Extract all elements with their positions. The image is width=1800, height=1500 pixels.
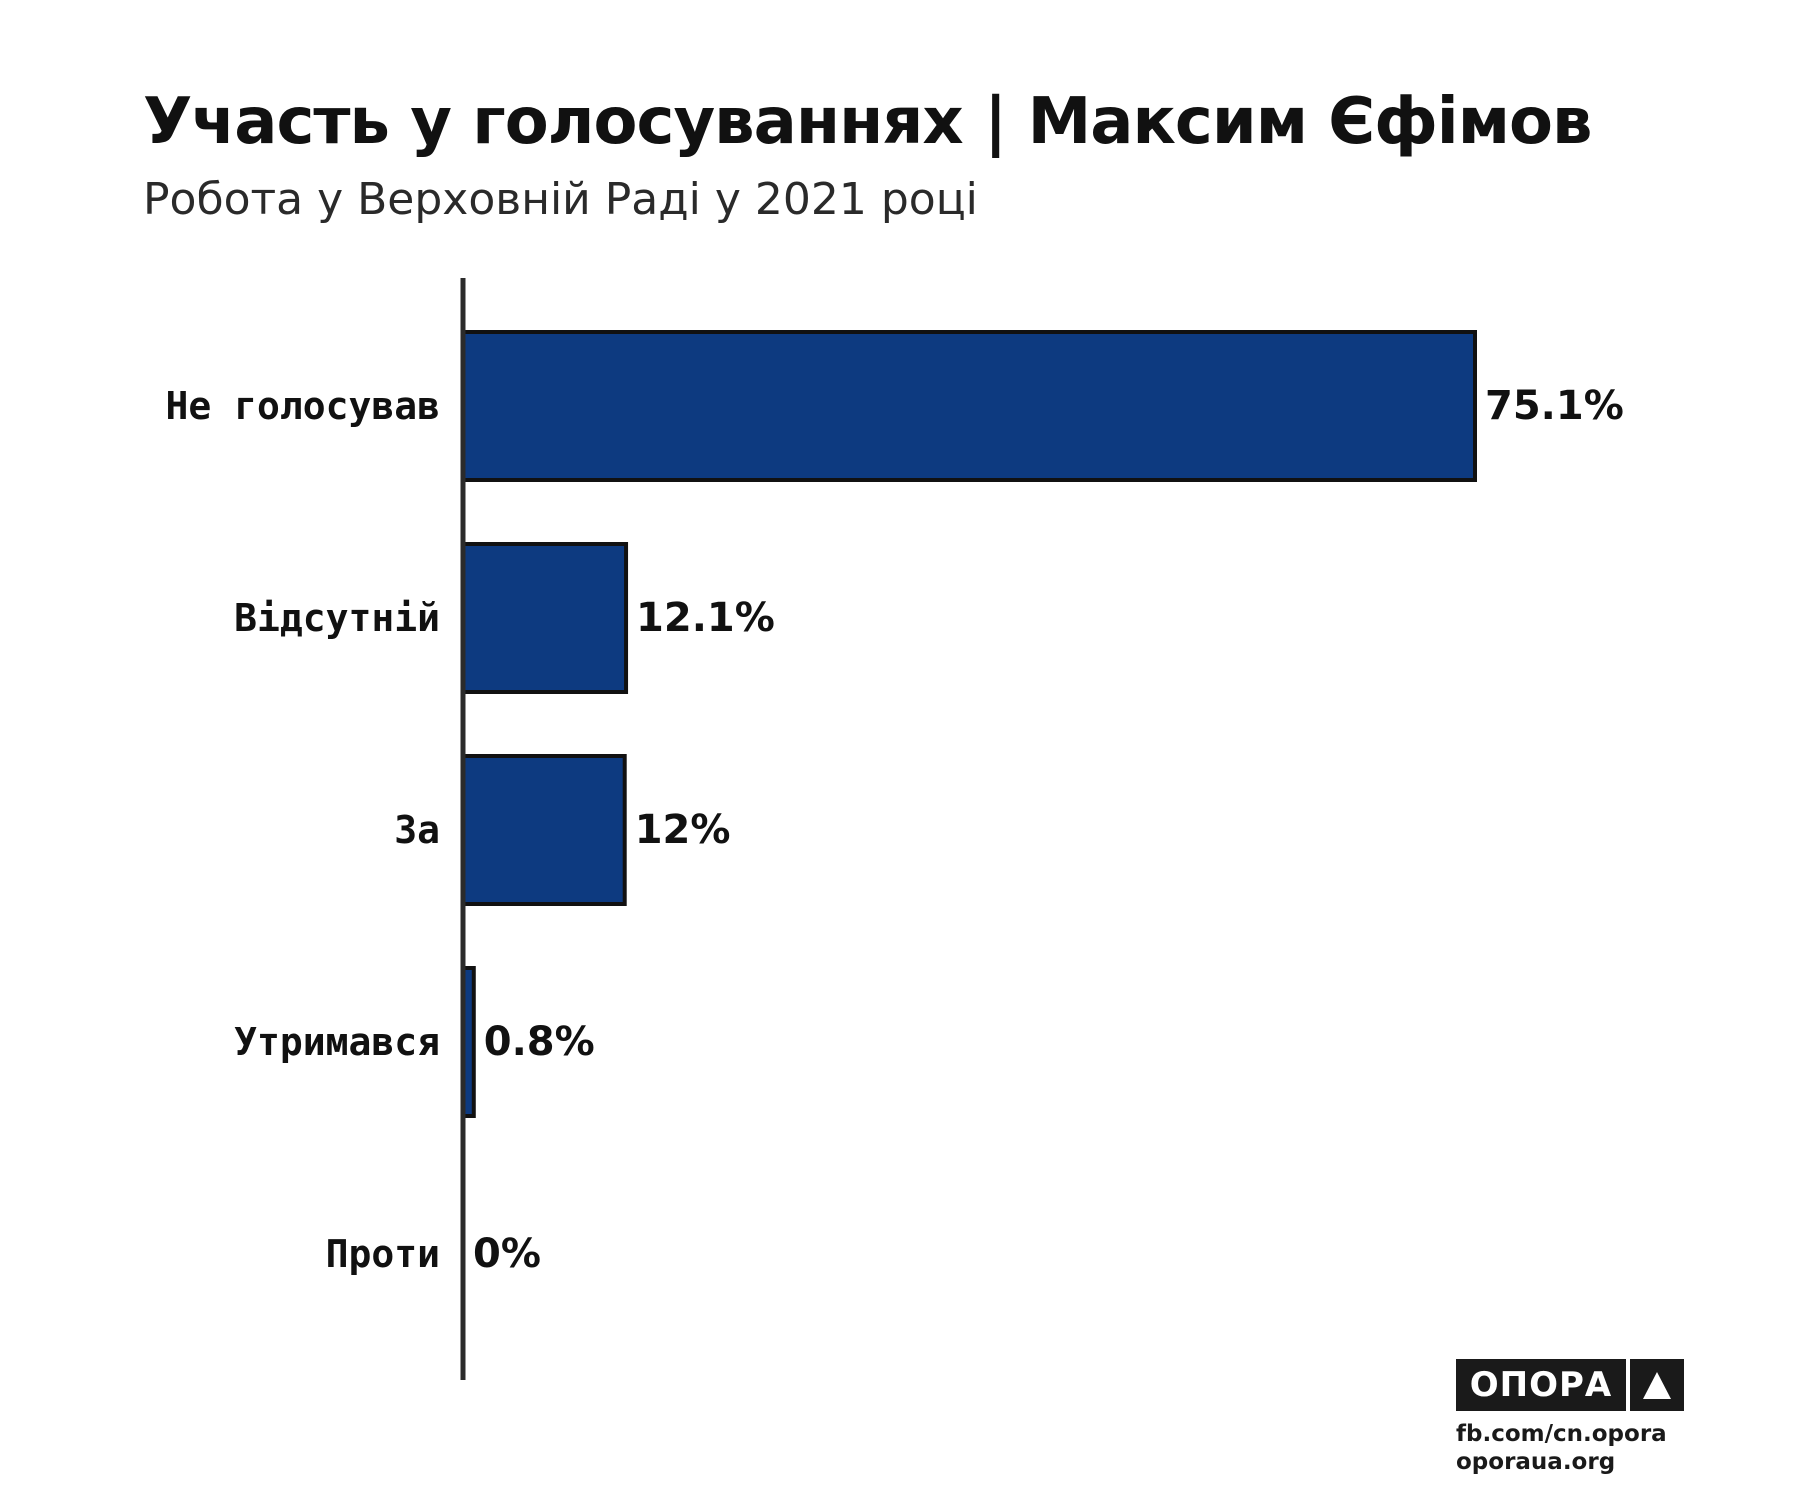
category-label-0: Не голосував [165, 384, 440, 428]
category-label-3: Утримався [234, 1020, 440, 1064]
bar-2 [461, 754, 627, 906]
website-link[interactable]: oporaua.org [1456, 1449, 1616, 1475]
value-label-1: 12.1% [636, 595, 775, 641]
category-label-4: Проти [326, 1232, 440, 1276]
bar-1 [461, 542, 629, 694]
logo-wordmark: ОПОРА [1456, 1359, 1626, 1411]
value-label-2: 12% [635, 807, 731, 853]
value-label-4: 0% [473, 1231, 541, 1277]
triangle-icon [1630, 1359, 1684, 1411]
facebook-link[interactable]: fb.com/cn.opora [1456, 1421, 1667, 1447]
chart-subtitle: Робота у Верховній Раді у 2021 році [143, 174, 978, 225]
value-label-3: 0.8% [484, 1019, 595, 1065]
category-label-1: Відсутній [234, 596, 440, 640]
category-label-2: За [394, 808, 440, 852]
bar-0 [461, 330, 1477, 482]
opora-logo: ОПОРА [1456, 1359, 1684, 1411]
value-label-0: 75.1% [1485, 383, 1624, 429]
chart-title: Участь у голосуваннях | Максим Єфімов [143, 85, 1592, 159]
